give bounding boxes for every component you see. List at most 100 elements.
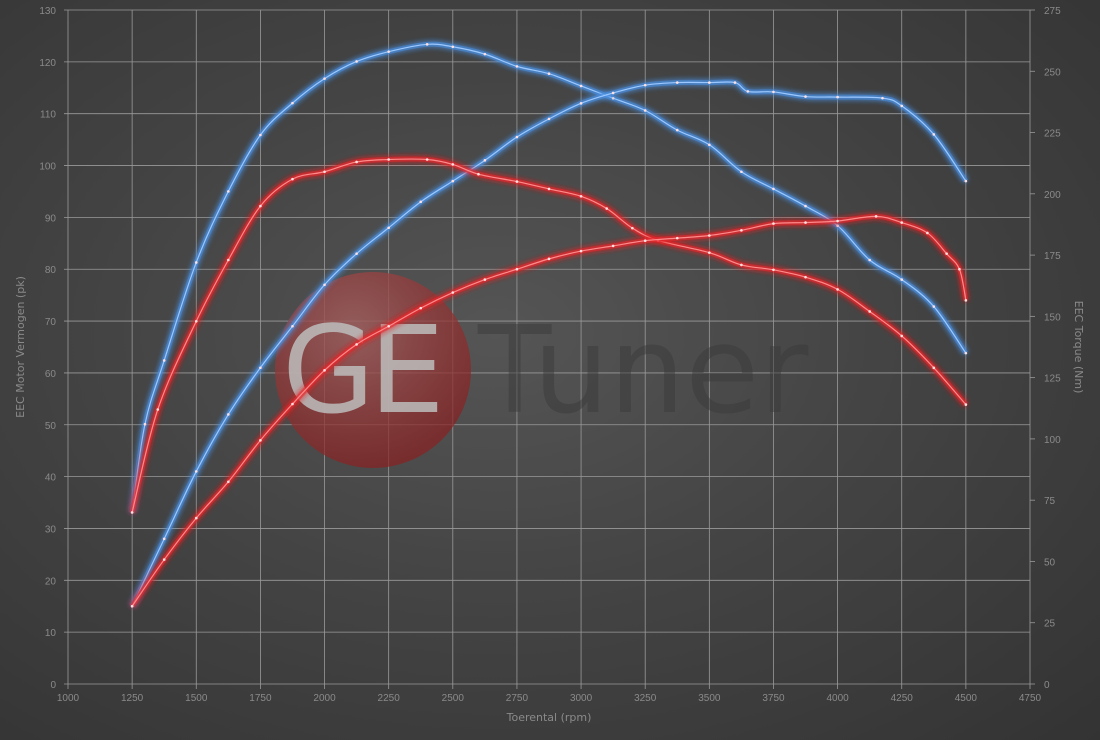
data-point <box>291 402 294 406</box>
svg-text:Tuner: Tuner <box>477 302 809 441</box>
x-tick-label: 2250 <box>378 693 401 704</box>
series-3 <box>130 213 969 608</box>
data-point <box>477 172 480 176</box>
data-point <box>900 334 904 338</box>
data-point <box>323 170 326 174</box>
data-point <box>515 65 519 68</box>
data-point <box>874 215 878 218</box>
y-tick-label-left: 120 <box>39 58 56 69</box>
data-point <box>483 278 487 281</box>
data-point <box>387 158 390 161</box>
x-tick-label: 3250 <box>634 693 657 704</box>
data-point <box>772 187 775 191</box>
data-point <box>387 324 390 328</box>
y-tick-label-right: 225 <box>1044 129 1061 140</box>
data-point <box>900 278 904 281</box>
data-point <box>355 343 358 346</box>
y-tick-label-right: 200 <box>1044 190 1061 201</box>
data-point <box>836 95 839 99</box>
x-tick-label: 4500 <box>955 693 978 704</box>
data-point <box>643 109 647 112</box>
data-point <box>964 179 968 183</box>
x-tick-label: 4000 <box>826 693 849 704</box>
data-point <box>156 408 160 411</box>
data-point <box>259 366 262 370</box>
data-point <box>964 351 968 355</box>
data-point <box>162 537 166 541</box>
data-point <box>605 207 609 210</box>
series-1 <box>129 79 968 608</box>
data-point <box>611 244 615 248</box>
data-point <box>227 190 230 193</box>
y-tick-label-right: 250 <box>1044 67 1061 78</box>
data-point <box>547 187 551 191</box>
data-point <box>143 422 147 426</box>
data-point <box>259 204 262 208</box>
y-tick-label-left: 60 <box>45 369 57 380</box>
data-point <box>291 101 294 105</box>
data-point <box>130 511 134 514</box>
data-point <box>900 221 904 224</box>
data-point <box>964 403 968 406</box>
x-tick-label: 2750 <box>506 693 529 704</box>
x-tick-label: 4750 <box>1019 693 1042 704</box>
x-tick-label: 2000 <box>313 693 336 704</box>
x-tick-label: 1000 <box>57 693 80 704</box>
data-point <box>868 258 871 262</box>
data-point <box>419 306 423 310</box>
data-point <box>746 90 750 93</box>
watermark-logo: GE Tuner <box>275 272 809 468</box>
data-point <box>291 177 294 181</box>
y-tick-label-left: 30 <box>45 524 57 535</box>
data-point <box>932 133 936 136</box>
data-point <box>932 305 936 308</box>
data-point <box>708 234 711 237</box>
y-tick-label-left: 20 <box>45 576 57 587</box>
y-tick-label-left: 80 <box>45 265 57 276</box>
data-point <box>958 267 961 271</box>
data-point <box>900 104 904 108</box>
grid <box>64 9 1035 689</box>
data-point <box>945 252 948 255</box>
data-point <box>227 480 230 484</box>
data-point <box>425 158 429 161</box>
data-point <box>804 204 807 208</box>
data-point <box>194 319 198 323</box>
x-tick-label: 2500 <box>442 693 465 704</box>
data-point <box>323 283 326 287</box>
data-point <box>708 143 711 147</box>
data-point <box>547 117 551 121</box>
data-point <box>675 128 679 132</box>
x-tick-label: 1750 <box>249 693 272 704</box>
y-tick-label-right: 50 <box>1044 557 1056 568</box>
data-point <box>387 226 390 230</box>
data-point <box>881 96 884 100</box>
data-point <box>836 224 839 227</box>
data-point <box>579 102 583 105</box>
data-point <box>291 324 294 328</box>
y-tick-label-left: 130 <box>39 6 56 17</box>
data-point <box>547 257 551 261</box>
series-layer <box>129 41 969 608</box>
data-point <box>675 236 679 240</box>
data-point <box>740 170 743 174</box>
data-point <box>772 268 775 272</box>
data-point <box>611 96 615 100</box>
series-0 <box>129 41 968 514</box>
y-tick-label-left: 10 <box>45 628 57 639</box>
data-point <box>162 558 166 561</box>
data-point <box>804 275 807 279</box>
data-point <box>419 200 423 204</box>
data-point <box>868 310 871 313</box>
data-point <box>836 219 839 223</box>
data-point <box>643 239 647 243</box>
data-point <box>425 43 429 46</box>
data-point <box>740 263 743 267</box>
data-point <box>643 83 647 87</box>
data-point <box>579 249 583 253</box>
data-point <box>579 194 583 198</box>
x-tick-label: 3750 <box>762 693 785 704</box>
x-tick-label: 4250 <box>891 693 914 704</box>
data-point <box>451 179 455 183</box>
